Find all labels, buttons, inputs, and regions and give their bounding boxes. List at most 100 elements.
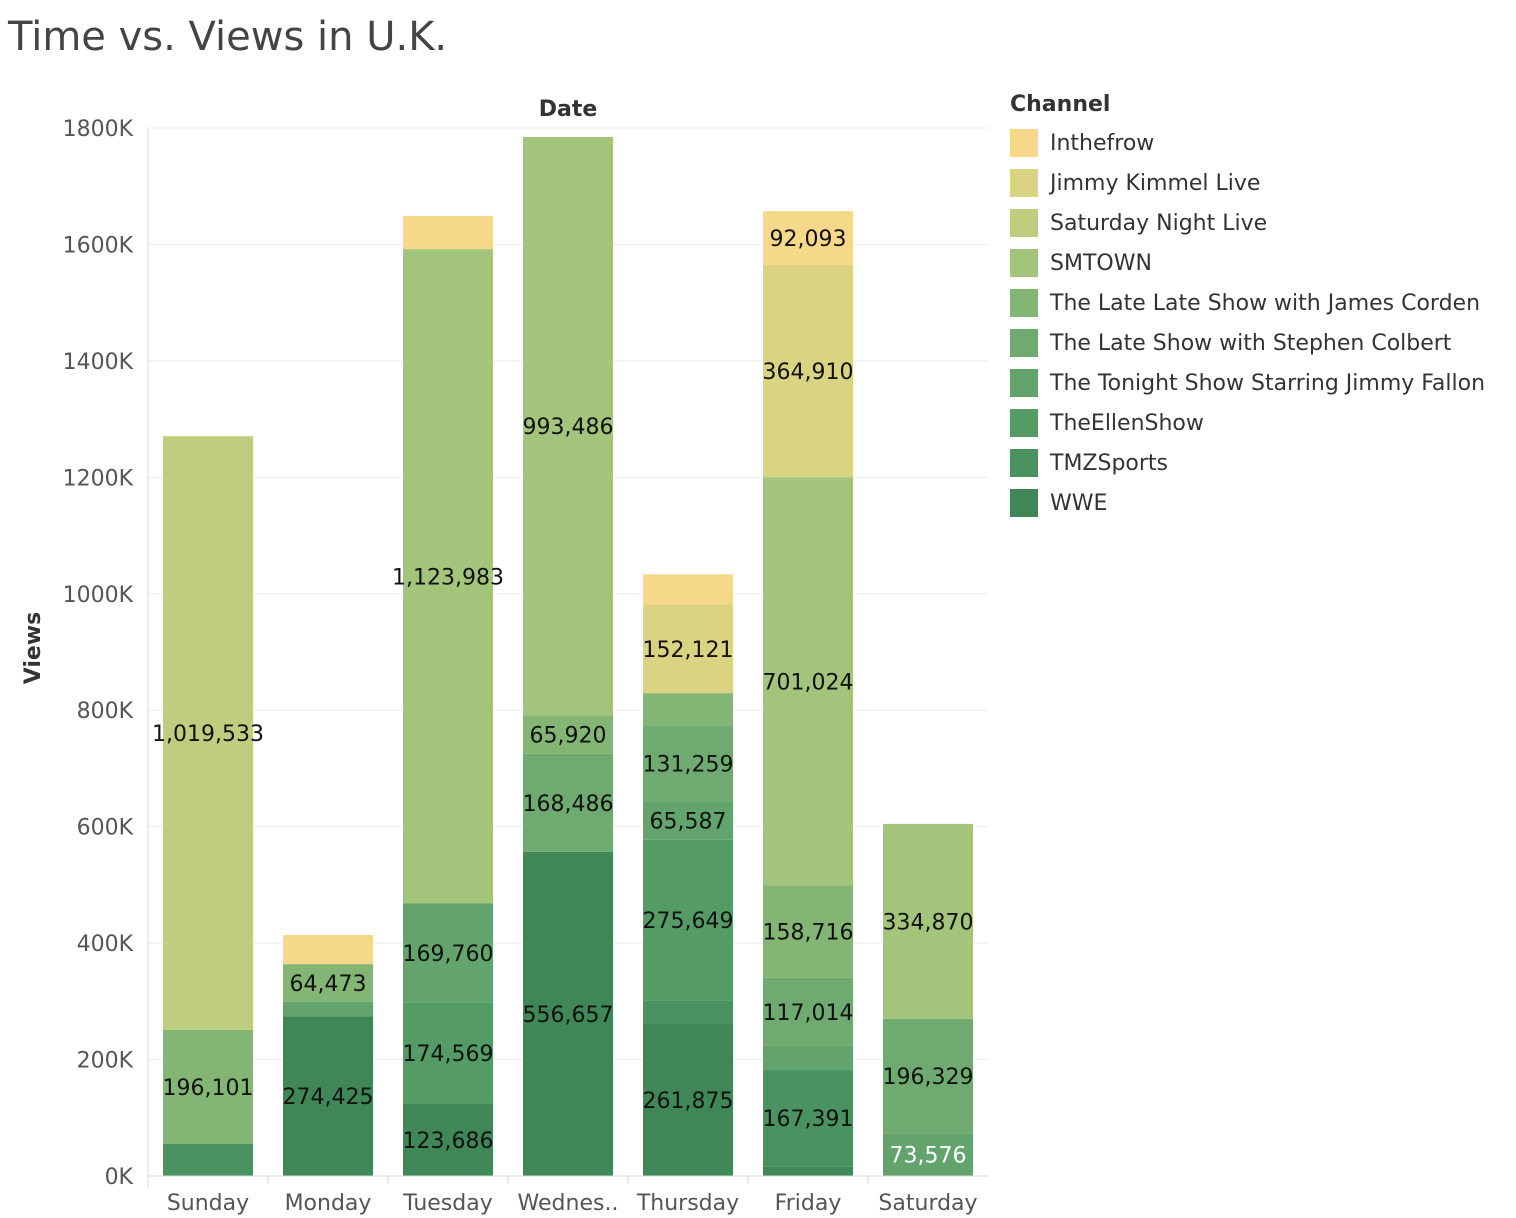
- legend-swatch: [1010, 289, 1038, 317]
- data-label: 196,329: [883, 1065, 974, 1090]
- x-tick-label: Wednes..: [518, 1191, 619, 1216]
- bar-segment: [283, 964, 373, 1002]
- legend-title: Channel: [1010, 92, 1111, 117]
- y-tick-label: 1400K: [63, 350, 134, 375]
- legend-item[interactable]: WWE: [1010, 483, 1485, 523]
- legend-swatch: [1010, 329, 1038, 357]
- legend-label: TheEllenShow: [1050, 410, 1204, 436]
- x-axis-header: Date: [539, 97, 598, 122]
- legend-item[interactable]: TMZSports: [1010, 443, 1485, 483]
- bar-segment: [643, 839, 733, 1001]
- bar-segment: [763, 1166, 853, 1176]
- legend-items: Inthefrow Jimmy Kimmel Live Saturday Night…: [1010, 123, 1485, 523]
- legend-item[interactable]: Inthefrow: [1010, 123, 1485, 163]
- legend-item[interactable]: Jimmy Kimmel Live: [1010, 163, 1485, 203]
- bar-segment: [163, 436, 253, 1030]
- data-label: 65,587: [650, 810, 727, 835]
- data-label: 261,875: [643, 1089, 734, 1114]
- bar-segment: [763, 264, 853, 478]
- bar-segment: [883, 1018, 973, 1134]
- bar-segment: [643, 693, 733, 726]
- legend-label: SMTOWN: [1050, 250, 1152, 276]
- y-tick-label: 600K: [77, 816, 134, 841]
- bar-segment: [643, 1000, 733, 1024]
- bars: [163, 136, 973, 1176]
- legend-swatch: [1010, 489, 1038, 517]
- bar-segment: [643, 1023, 733, 1176]
- bar-segment: [763, 885, 853, 978]
- y-tick-label: 1800K: [63, 117, 134, 142]
- legend-swatch: [1010, 249, 1038, 277]
- legend-item[interactable]: TheEllenShow: [1010, 403, 1485, 443]
- x-tick-label: Monday: [285, 1191, 372, 1216]
- data-label: 92,093: [770, 227, 847, 252]
- y-tick-label: 800K: [77, 699, 134, 724]
- bar-segment: [523, 753, 613, 852]
- legend-item[interactable]: SMTOWN: [1010, 243, 1485, 283]
- legend-item[interactable]: The Late Late Show with James Corden: [1010, 283, 1485, 323]
- data-label: 123,686: [403, 1129, 494, 1154]
- bar-segment: [403, 1002, 493, 1104]
- data-label: 1,123,983: [392, 565, 504, 590]
- legend-swatch: [1010, 449, 1038, 477]
- bar-segment: [523, 715, 613, 754]
- data-label: 167,391: [763, 1107, 854, 1132]
- data-label: 168,486: [523, 792, 614, 817]
- bar-segment: [283, 1001, 373, 1017]
- y-tick-label: 1600K: [63, 233, 134, 258]
- bar-segment: [643, 725, 733, 802]
- data-label: 174,569: [403, 1042, 494, 1067]
- y-tick-label: 400K: [77, 932, 134, 957]
- bar-segment: [763, 477, 853, 886]
- y-tick-label: 1200K: [63, 466, 134, 491]
- data-label: 152,121: [643, 638, 734, 663]
- data-label: 73,576: [890, 1144, 967, 1169]
- bar-segment: [883, 1133, 973, 1176]
- axes: 0K 200K 400K 600K 800K 1000K 1200K 1400K 1600K 18…: [63, 117, 988, 1216]
- legend-item[interactable]: Saturday Night Live: [1010, 203, 1485, 243]
- legend-label: The Late Late Show with James Corden: [1050, 290, 1481, 316]
- legend-label: Saturday Night Live: [1050, 210, 1268, 236]
- data-label: 701,024: [763, 670, 854, 695]
- legend-item[interactable]: The Tonight Show Starring Jimmy Fallon: [1010, 363, 1485, 403]
- bar-segment: [283, 1016, 373, 1176]
- legend-label: The Late Show with Stephen Colbert: [1050, 330, 1452, 356]
- data-label: 274,425: [283, 1085, 374, 1110]
- bar-segment: [883, 823, 973, 1019]
- bar-segment: [763, 1045, 853, 1070]
- bar-segment: [403, 249, 493, 904]
- data-label: 1,019,533: [152, 722, 264, 747]
- legend-label: TMZSports: [1050, 450, 1169, 476]
- x-tick-label: Sunday: [167, 1191, 249, 1216]
- data-label: 993,486: [523, 415, 614, 440]
- bar-segment: [643, 604, 733, 694]
- data-label: 117,014: [763, 1001, 854, 1026]
- x-tick-label: Tuesday: [402, 1191, 493, 1216]
- legend-label: The Tonight Show Starring Jimmy Fallon: [1050, 370, 1486, 396]
- legend-swatch: [1010, 169, 1038, 197]
- x-tick-label: Friday: [775, 1191, 842, 1216]
- legend-swatch: [1010, 409, 1038, 437]
- legend-label: Jimmy Kimmel Live: [1050, 170, 1261, 196]
- legend-swatch: [1010, 369, 1038, 397]
- data-label: 196,101: [163, 1076, 254, 1101]
- bar-segment: [763, 211, 853, 265]
- y-tick-label: 200K: [77, 1049, 134, 1074]
- bar-segment: [283, 935, 373, 965]
- legend-item[interactable]: The Late Show with Stephen Colbert: [1010, 323, 1485, 363]
- data-labels: 196,101 1,019,533 274,425 64,473 123,686 174,…: [152, 227, 973, 1169]
- y-axis-title: Views: [21, 612, 46, 685]
- bar-segment: [643, 801, 733, 840]
- legend-swatch: [1010, 129, 1038, 157]
- bar-segment: [403, 215, 493, 250]
- data-label: 65,920: [530, 724, 607, 749]
- bar-segment: [643, 574, 733, 605]
- chart-title: Time vs. Views in U.K.: [8, 14, 448, 60]
- bar-segment: [763, 977, 853, 1046]
- data-label: 275,649: [643, 909, 734, 934]
- bar-segment: [523, 136, 613, 716]
- data-label: 556,657: [523, 1003, 614, 1028]
- bar-segment: [403, 903, 493, 1003]
- data-label: 364,910: [763, 360, 854, 385]
